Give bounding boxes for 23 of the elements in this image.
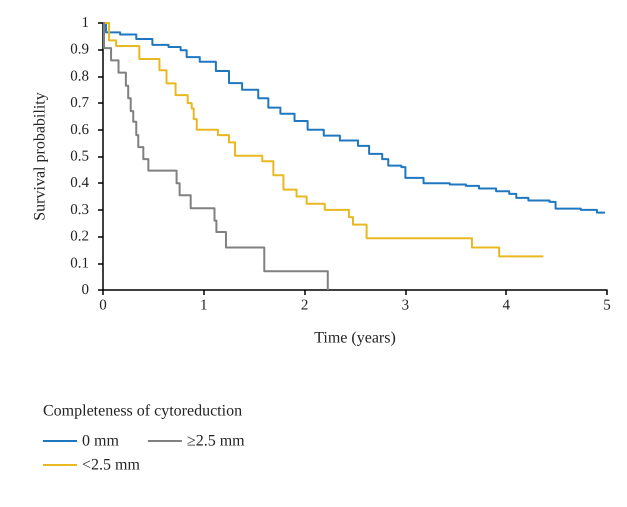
legend-label: ≥2.5 mm [186, 432, 246, 450]
y-axis-title: Survival probability [32, 92, 48, 221]
legend-label: <2.5 mm [82, 456, 140, 474]
y-tick-label: 0.9 [70, 42, 89, 58]
y-tick-label: 0.8 [70, 68, 89, 84]
legend-title: Completeness of cytoreduction [43, 402, 242, 420]
x-axis-title: Time (years) [314, 330, 396, 346]
legend-label: 0 mm [82, 432, 120, 450]
x-tick-label: 1 [200, 298, 208, 314]
x-tick-label: 4 [502, 298, 510, 314]
y-tick-label: 0.5 [70, 148, 89, 164]
y-tick-label: 0.1 [70, 255, 89, 272]
y-tick-label: 0.3 [70, 202, 89, 218]
y-tick-label: 0.4 [70, 175, 90, 192]
x-tick-label: 2 [300, 298, 308, 314]
y-tick-label: 0 [82, 282, 89, 298]
y-tick-label: 1 [82, 15, 89, 31]
x-tick-label: 0 [99, 298, 107, 314]
y-tick-label: 0.2 [70, 228, 89, 245]
y-tick-label: 0.6 [70, 122, 90, 138]
y-tick-label: 0.7 [70, 95, 90, 112]
x-tick-label: 3 [402, 298, 410, 314]
x-tick-label: 5 [603, 298, 611, 314]
